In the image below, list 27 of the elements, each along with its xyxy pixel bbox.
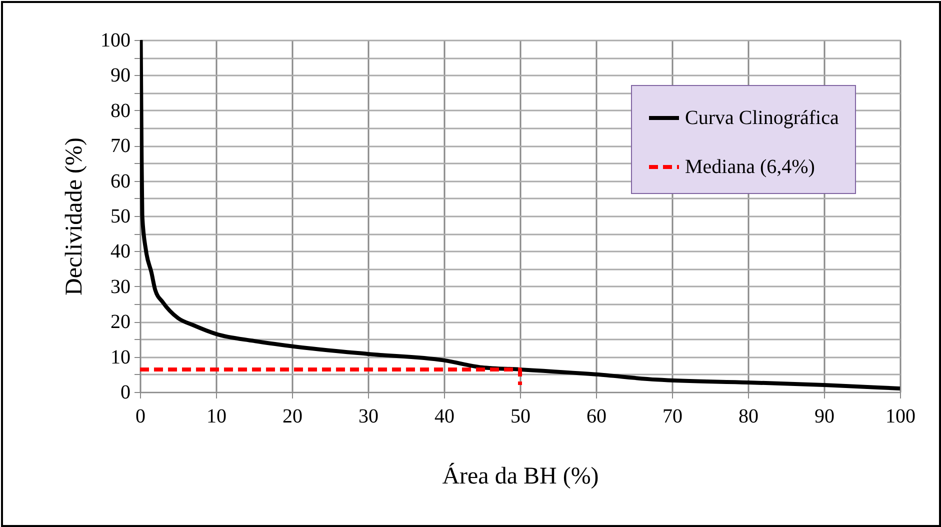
y-tick-label: 90 [110, 64, 130, 87]
x-tick-label: 20 [282, 406, 302, 428]
x-tick-label: 30 [358, 406, 378, 428]
x-tick-label: 60 [586, 406, 606, 428]
line-series [140, 40, 900, 390]
x-tick-label: 90 [814, 406, 834, 428]
legend-label: Mediana (6,4%) [685, 156, 815, 178]
y-tick-label: 100 [100, 30, 130, 52]
legend-label: Curva Clinográfica [685, 107, 839, 129]
y-tick-label: 40 [110, 240, 130, 263]
y-tick-label: 50 [110, 206, 130, 228]
y-tick-label: 20 [110, 311, 130, 334]
x-tick-label: 100 [886, 406, 916, 428]
y-tick-label: 70 [110, 135, 130, 158]
x-tick-label: 50 [510, 406, 530, 428]
y-tick-label: 80 [110, 100, 130, 122]
x-tick-label: 40 [434, 406, 454, 428]
y-tick-label: 0 [120, 382, 130, 404]
x-tick-label: 70 [662, 406, 682, 428]
x-axis-title: Área da BH (%) [442, 462, 599, 490]
x-tick-label: 80 [738, 406, 758, 428]
x-tick-label: 0 [136, 406, 146, 428]
y-tick-label: 10 [110, 346, 130, 368]
y-axis-title: Declividade (%) [62, 138, 88, 296]
x-tick-label: 10 [206, 406, 226, 428]
y-tick-label: 60 [110, 170, 130, 192]
y-tick-label: 30 [110, 276, 130, 298]
